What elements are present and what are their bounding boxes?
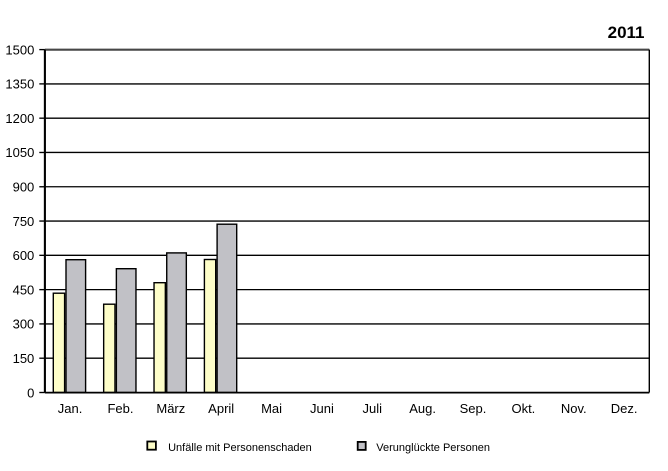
svg-text:1200: 1200 bbox=[5, 111, 34, 126]
svg-text:Juni: Juni bbox=[310, 401, 334, 416]
svg-text:2011: 2011 bbox=[608, 23, 645, 42]
svg-text:1350: 1350 bbox=[5, 77, 34, 92]
svg-text:Dez.: Dez. bbox=[611, 401, 638, 416]
svg-text:1500: 1500 bbox=[5, 42, 34, 57]
svg-text:750: 750 bbox=[13, 214, 35, 229]
svg-text:600: 600 bbox=[13, 248, 35, 263]
svg-text:Aug.: Aug. bbox=[409, 401, 436, 416]
svg-text:Sep.: Sep. bbox=[460, 401, 487, 416]
svg-text:Unfälle mit Personenschaden: Unfälle mit Personenschaden bbox=[168, 442, 312, 454]
svg-text:150: 150 bbox=[13, 351, 35, 366]
svg-text:900: 900 bbox=[13, 180, 35, 195]
svg-text:1050: 1050 bbox=[5, 145, 34, 160]
svg-text:Mai: Mai bbox=[261, 401, 282, 416]
svg-text:Nov.: Nov. bbox=[561, 401, 587, 416]
svg-text:April: April bbox=[208, 401, 234, 416]
svg-text:Verunglückte Personen: Verunglückte Personen bbox=[376, 442, 490, 454]
svg-text:Feb.: Feb. bbox=[107, 401, 133, 416]
svg-text:Jan.: Jan. bbox=[58, 401, 83, 416]
svg-text:März: März bbox=[156, 401, 185, 416]
svg-text:Juli: Juli bbox=[363, 401, 383, 416]
svg-text:300: 300 bbox=[13, 317, 35, 332]
svg-text:Okt.: Okt. bbox=[511, 401, 535, 416]
svg-text:450: 450 bbox=[13, 282, 35, 297]
svg-text:0: 0 bbox=[27, 385, 34, 400]
